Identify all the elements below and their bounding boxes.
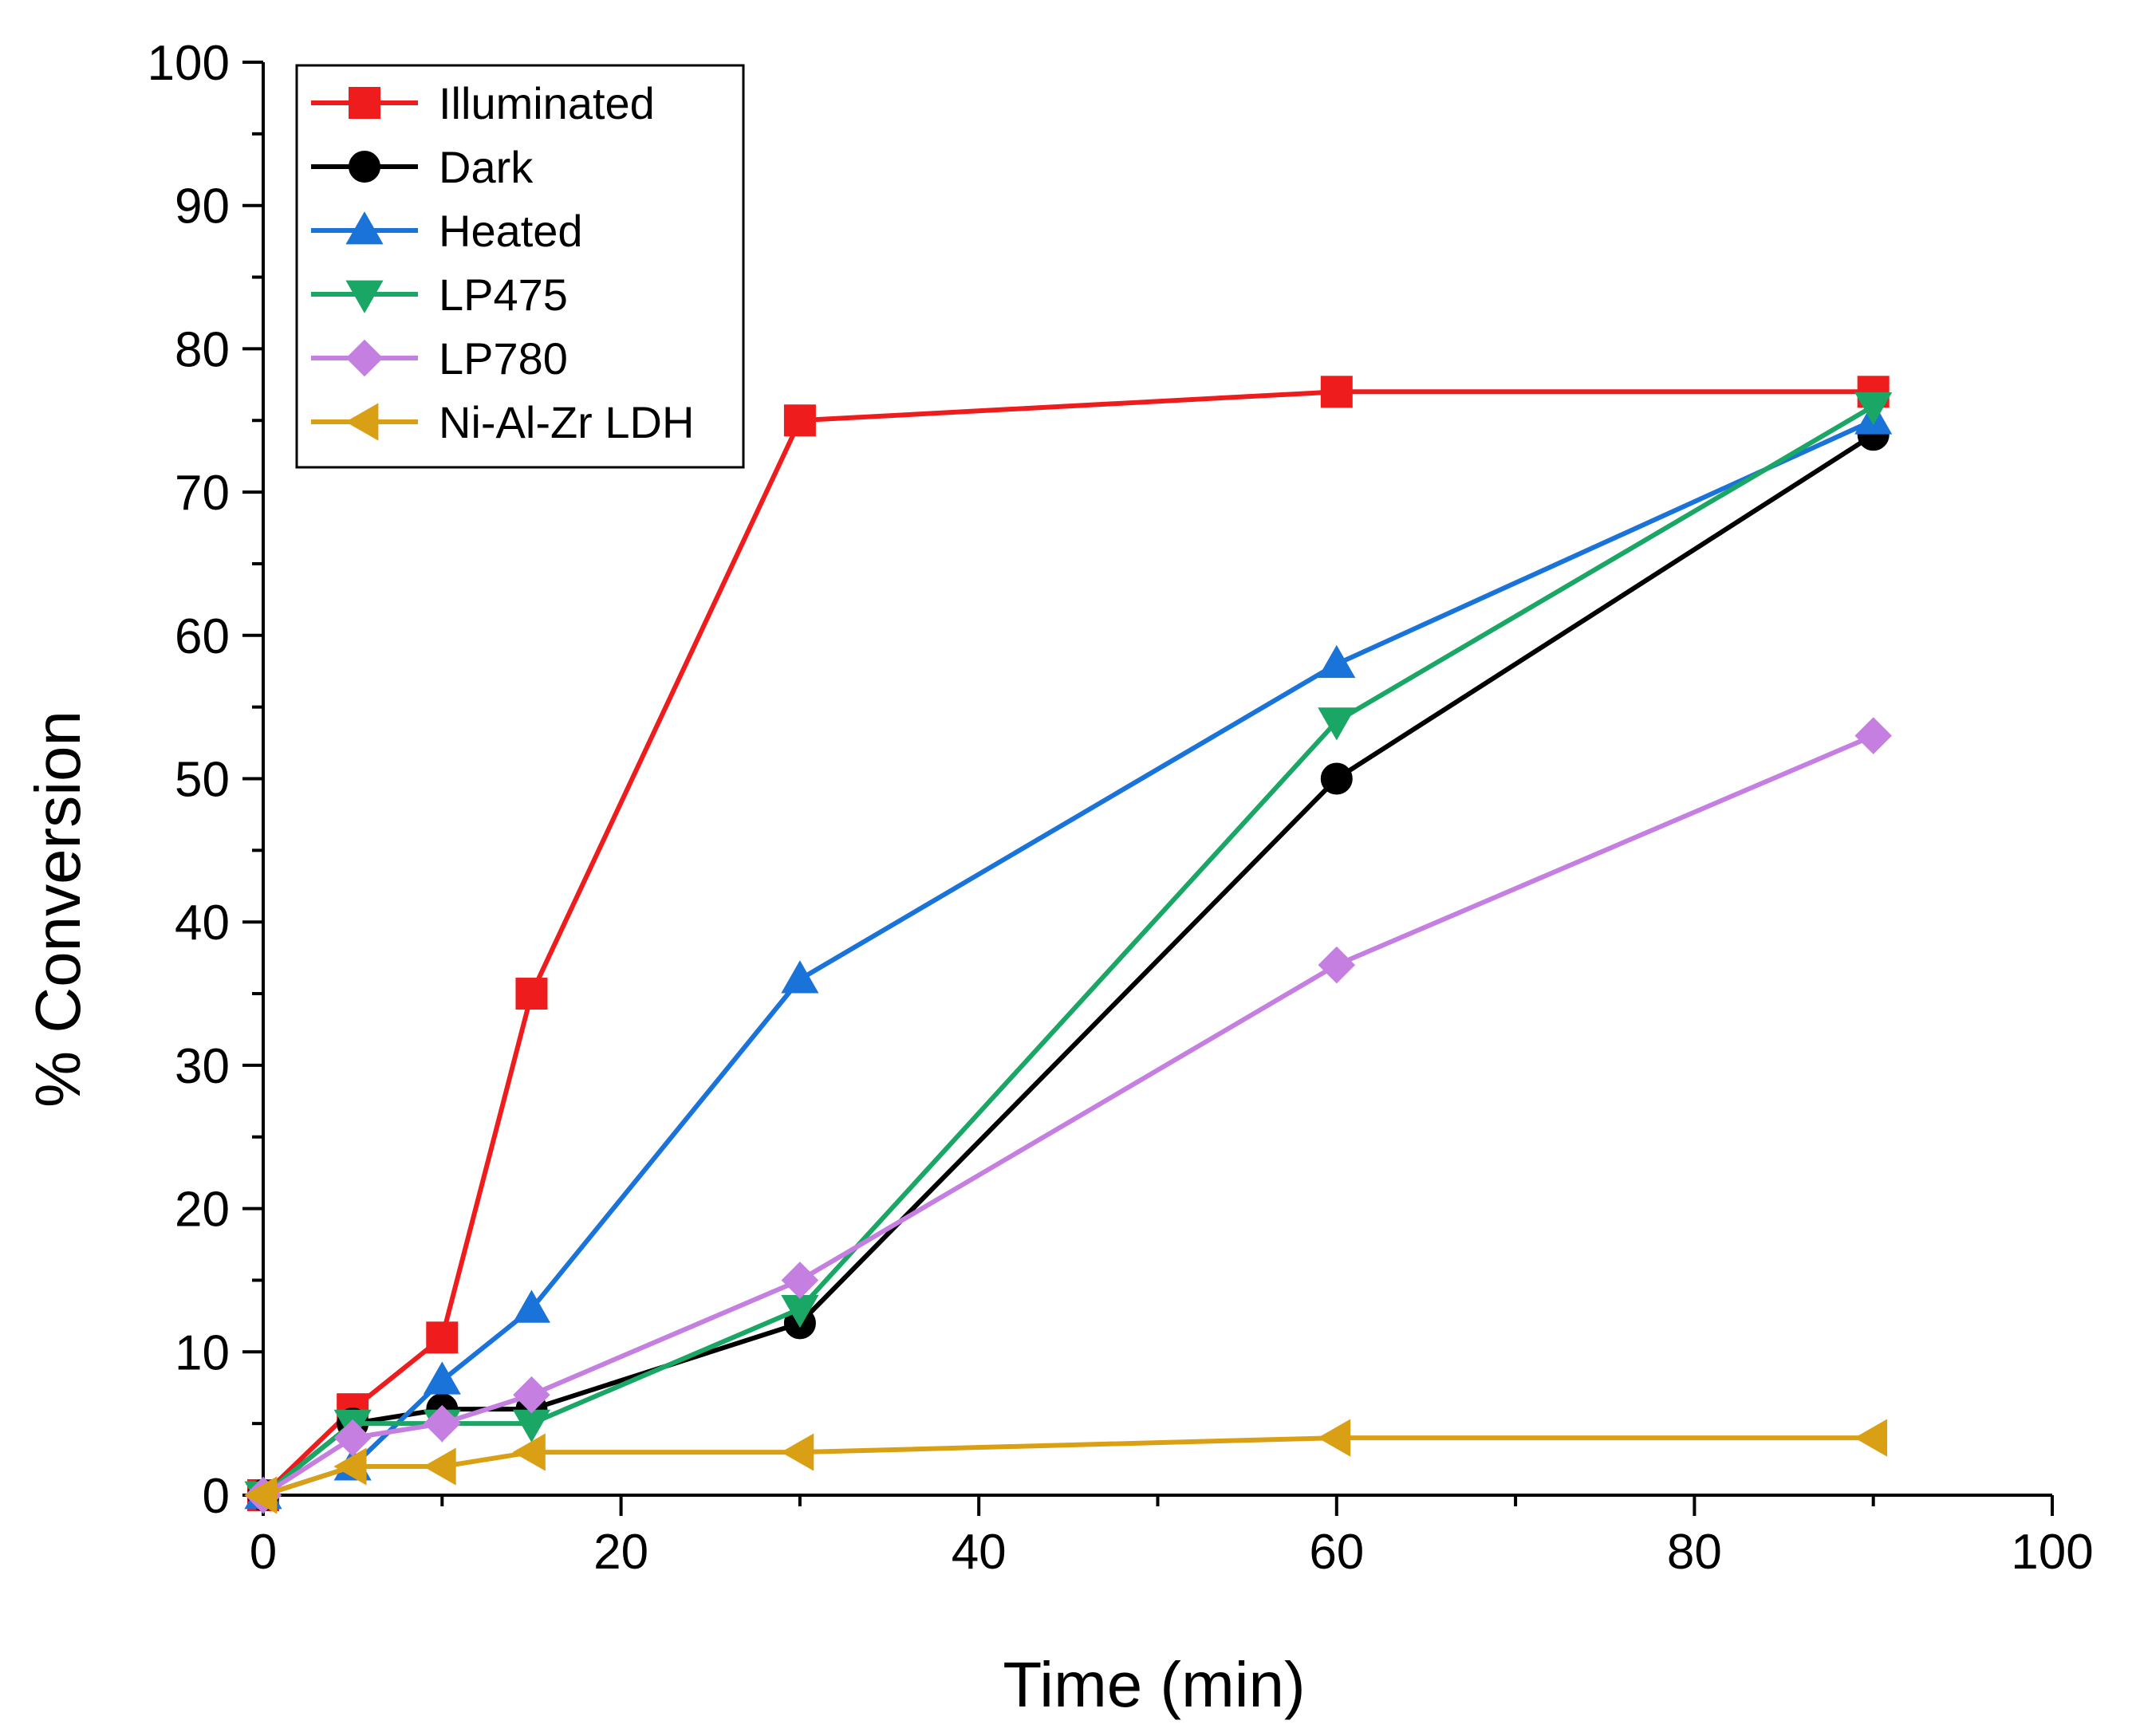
data-point — [515, 978, 548, 1010]
axes: 0 20 40 60 80 100 0 10 20 30 40 50 60 70 80 90 100 — [148, 36, 2094, 1580]
data-point — [512, 1433, 546, 1471]
legend-marker — [349, 151, 380, 183]
y-tick-label: 0 — [203, 1469, 230, 1524]
data-point — [333, 1419, 372, 1457]
data-point — [1317, 1419, 1351, 1457]
data-point — [1854, 1419, 1888, 1457]
data-point — [1320, 762, 1353, 795]
legend-label: LP475 — [439, 270, 568, 320]
y-tick-label: 40 — [175, 896, 230, 951]
legend-marker — [345, 211, 384, 245]
data-point — [512, 1289, 551, 1323]
data-point — [781, 1433, 814, 1471]
series-lp780 — [244, 717, 1892, 1514]
y-tick-label: 20 — [175, 1183, 230, 1238]
data-point — [1318, 946, 1356, 984]
series-ni-al-zr-ldh — [244, 1419, 1888, 1514]
legend-label: Dark — [439, 142, 534, 192]
data-point — [424, 1404, 461, 1443]
legend-marker — [345, 339, 384, 377]
data-point — [1318, 644, 1356, 679]
series-line — [262, 418, 1874, 1498]
y-tick-label: 60 — [175, 609, 230, 664]
x-axis-title: Time (min) — [1003, 1649, 1305, 1720]
x-tick-label: 40 — [952, 1525, 1007, 1580]
x-tick-label: 100 — [2011, 1525, 2093, 1580]
legend-label: Heated — [439, 206, 583, 256]
plot-area — [244, 376, 1893, 1514]
x-tick-label: 80 — [1667, 1525, 1722, 1580]
data-point — [513, 1376, 550, 1414]
data-point — [1854, 392, 1893, 426]
data-point — [244, 1476, 278, 1514]
legend: Illuminated Dark Heated LP475 LP780 Ni-Al-Zr … — [295, 64, 745, 469]
x-tick-label: 0 — [250, 1525, 277, 1580]
legend-label: LP780 — [439, 333, 568, 384]
y-tick-label: 90 — [175, 179, 230, 234]
y-tick-label: 80 — [175, 322, 230, 377]
legend-marker — [345, 280, 384, 313]
data-point — [423, 1447, 456, 1486]
y-tick-label: 30 — [175, 1039, 230, 1094]
x-tick-label: 60 — [1309, 1525, 1364, 1580]
legend-box — [295, 64, 745, 469]
data-point — [426, 1321, 459, 1354]
data-point — [781, 1262, 819, 1299]
y-tick-label: 50 — [175, 753, 230, 808]
x-tick-label: 20 — [593, 1525, 648, 1580]
legend-marker — [345, 403, 379, 441]
data-point — [423, 1361, 461, 1395]
data-point — [1320, 376, 1353, 408]
legend-marker — [349, 87, 380, 119]
legend-label: Ni-Al-Zr LDH — [439, 397, 694, 447]
legend-label: Illuminated — [439, 78, 655, 128]
series-line — [262, 1435, 1874, 1498]
series-line — [262, 733, 1874, 1498]
data-point — [783, 404, 816, 437]
data-point — [1318, 707, 1356, 741]
series-dark — [247, 419, 1890, 1511]
y-tick-label: 100 — [148, 36, 230, 91]
series-lp475 — [244, 392, 1893, 1514]
y-tick-label: 10 — [175, 1325, 230, 1380]
y-axis-title: % Conversion — [22, 711, 93, 1108]
data-point — [333, 1447, 367, 1486]
series-line — [262, 432, 1875, 1498]
y-tick-label: 70 — [175, 466, 230, 521]
data-point — [1854, 717, 1892, 754]
data-point — [781, 960, 819, 994]
series-heated — [244, 401, 1893, 1510]
